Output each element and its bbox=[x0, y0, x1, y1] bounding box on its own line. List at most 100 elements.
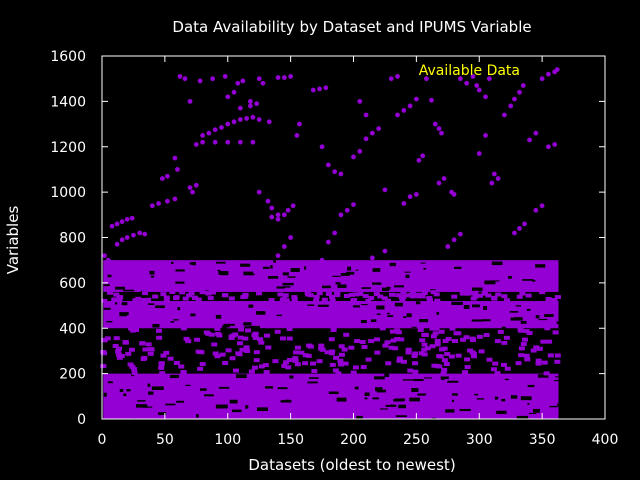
data-point bbox=[109, 223, 115, 229]
data-point bbox=[463, 335, 470, 340]
data-point bbox=[214, 326, 221, 331]
data-gap bbox=[527, 403, 530, 405]
data-point bbox=[351, 154, 356, 160]
data-gap bbox=[404, 271, 411, 273]
data-point bbox=[286, 327, 293, 332]
data-point bbox=[250, 114, 256, 120]
data-point bbox=[242, 336, 249, 341]
data-point bbox=[160, 292, 167, 297]
data-point bbox=[111, 297, 118, 302]
data-point bbox=[325, 162, 331, 168]
data-point bbox=[265, 198, 271, 204]
data-point bbox=[292, 356, 299, 361]
data-gap bbox=[394, 285, 404, 288]
data-point bbox=[492, 361, 499, 366]
data-point bbox=[382, 343, 389, 348]
data-point bbox=[294, 345, 301, 350]
data-point bbox=[194, 337, 201, 342]
data-gap bbox=[103, 307, 111, 310]
data-point bbox=[417, 327, 424, 332]
data-point bbox=[381, 296, 388, 301]
data-gap bbox=[555, 376, 562, 378]
data-point bbox=[158, 365, 165, 370]
data-point bbox=[503, 298, 510, 303]
data-gap bbox=[376, 313, 381, 315]
data-point bbox=[137, 230, 143, 236]
data-point bbox=[145, 342, 152, 347]
data-point bbox=[116, 298, 123, 303]
data-point bbox=[244, 115, 250, 121]
data-point bbox=[187, 185, 193, 190]
data-gap bbox=[103, 392, 107, 397]
data-point bbox=[495, 292, 502, 297]
data-gap bbox=[538, 318, 548, 321]
data-gap bbox=[123, 393, 127, 397]
data-gap bbox=[376, 305, 385, 310]
data-point bbox=[554, 295, 561, 300]
data-point bbox=[394, 337, 401, 342]
x-tick-label: 200 bbox=[340, 432, 367, 448]
data-point bbox=[395, 74, 400, 79]
data-gap bbox=[126, 389, 131, 392]
data-point bbox=[398, 337, 405, 342]
data-point bbox=[115, 349, 122, 354]
data-point bbox=[222, 361, 229, 366]
data-point bbox=[432, 121, 438, 127]
data-point bbox=[291, 295, 298, 300]
data-point bbox=[175, 271, 180, 277]
data-point bbox=[495, 176, 501, 181]
data-point bbox=[357, 98, 363, 104]
data-point bbox=[382, 248, 388, 254]
data-point bbox=[324, 350, 331, 355]
data-point bbox=[185, 339, 192, 344]
data-point bbox=[441, 358, 448, 363]
data-gap bbox=[430, 289, 436, 291]
data-point bbox=[434, 298, 441, 303]
data-point bbox=[508, 103, 514, 109]
data-point bbox=[172, 155, 178, 161]
data-point bbox=[310, 87, 316, 93]
data-point bbox=[502, 112, 507, 118]
data-gap bbox=[307, 381, 318, 384]
data-gap bbox=[170, 321, 175, 323]
data-gap bbox=[387, 315, 394, 318]
data-gap bbox=[352, 305, 360, 308]
data-point bbox=[335, 371, 342, 376]
data-point bbox=[412, 369, 419, 374]
data-point bbox=[214, 354, 221, 359]
data-point bbox=[369, 130, 375, 136]
data-point bbox=[293, 350, 300, 355]
data-gap bbox=[494, 396, 499, 400]
x-tick-label: 50 bbox=[156, 432, 174, 448]
data-point bbox=[219, 125, 224, 130]
data-point bbox=[554, 67, 560, 73]
data-point bbox=[547, 353, 554, 358]
data-gap bbox=[235, 374, 247, 379]
data-point bbox=[354, 339, 361, 344]
data-point bbox=[520, 342, 527, 347]
data-point bbox=[533, 207, 539, 213]
data-gap bbox=[250, 325, 260, 329]
data-point bbox=[421, 347, 428, 352]
data-point bbox=[182, 76, 188, 82]
data-point bbox=[481, 291, 488, 296]
data-point bbox=[337, 358, 344, 363]
data-point bbox=[396, 356, 403, 361]
data-point bbox=[518, 346, 525, 351]
data-point bbox=[546, 144, 551, 150]
data-point bbox=[142, 231, 148, 237]
data-point bbox=[250, 139, 256, 145]
data-point bbox=[424, 346, 431, 351]
data-gap bbox=[504, 378, 509, 381]
data-gap bbox=[398, 404, 407, 409]
data-gap bbox=[192, 261, 196, 266]
data-point bbox=[517, 326, 524, 331]
data-gap bbox=[472, 304, 480, 308]
data-gap bbox=[481, 319, 491, 322]
data-point bbox=[205, 331, 212, 336]
data-gap bbox=[459, 408, 471, 412]
data-point bbox=[122, 340, 129, 345]
data-point bbox=[459, 291, 466, 296]
data-point bbox=[539, 290, 546, 295]
data-point bbox=[131, 371, 138, 376]
